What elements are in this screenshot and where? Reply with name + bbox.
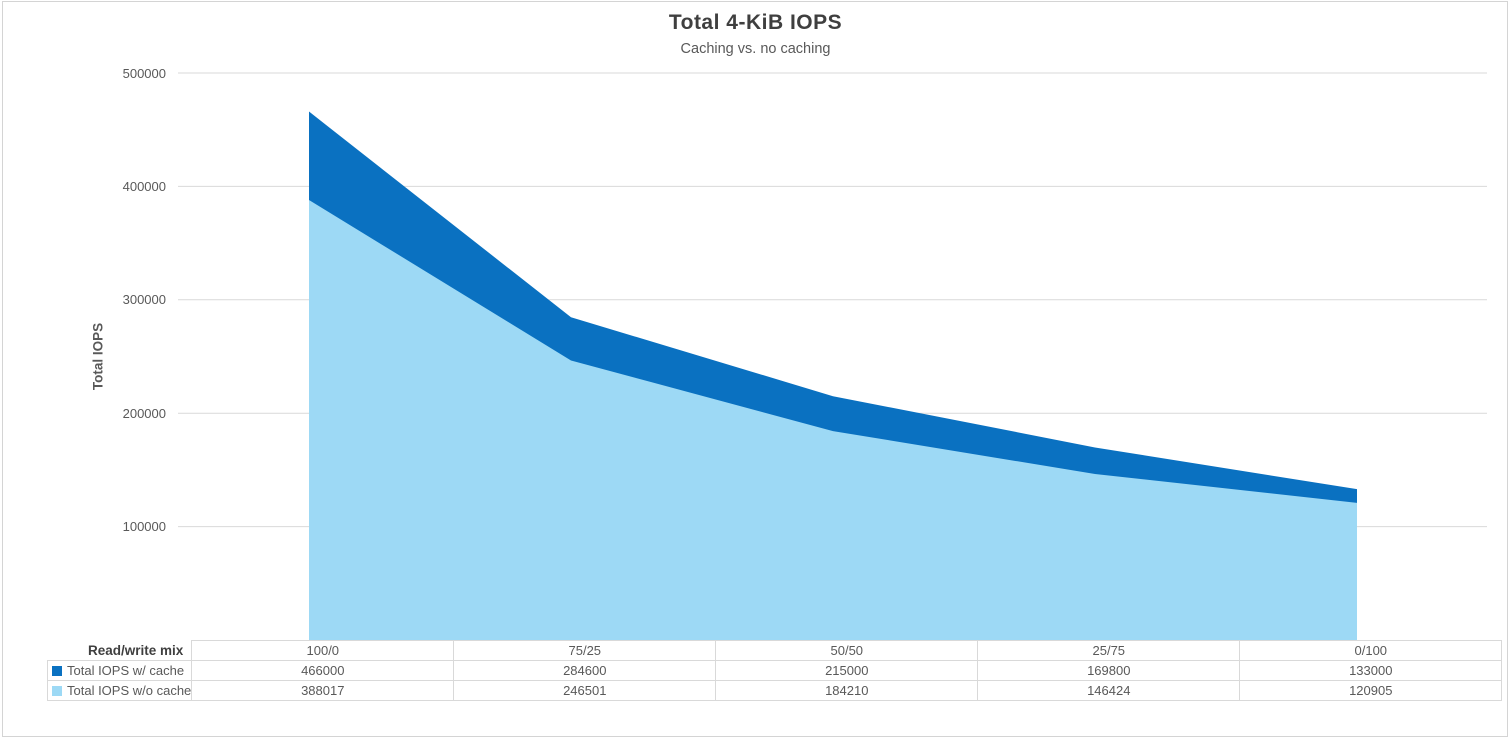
value-cell: 466000: [191, 660, 455, 681]
area-series-without-cache: [309, 199, 1357, 641]
table-series-row: Total IOPS w/ cache 466000 284600 215000 169…: [46, 660, 1503, 681]
value-cell: 133000: [1239, 660, 1503, 681]
value-cell: 169800: [977, 660, 1241, 681]
value-cell: 120905: [1239, 680, 1503, 701]
category-cell: 75/25: [453, 640, 717, 661]
y-tick-label: 100000: [122, 519, 166, 535]
series-name-label: Total IOPS w/o cache: [67, 683, 192, 698]
value-cell: 284600: [453, 660, 717, 681]
y-tick-label: 200000: [122, 405, 166, 421]
category-cell: 25/75: [977, 640, 1241, 661]
data-table: Read/write mix 100/0 75/25 50/50 25/75 0/100 T…: [46, 640, 1503, 701]
chart-subtitle: Caching vs. no caching: [680, 41, 831, 57]
chart-title: Total 4-KiB IOPS: [668, 11, 843, 34]
row-header-cell: Read/write mix: [47, 640, 192, 661]
value-cell: 215000: [715, 660, 979, 681]
series-name-cell: Total IOPS w/ cache: [46, 660, 193, 681]
series-name-cell: Total IOPS w/o cache: [46, 680, 193, 701]
category-cell: 100/0: [191, 640, 455, 661]
value-cell: 388017: [191, 680, 455, 701]
legend-color-swatch: [52, 686, 62, 696]
table-header-row: Read/write mix 100/0 75/25 50/50 25/75 0/100: [47, 640, 1503, 661]
y-tick-label: 300000: [122, 292, 166, 308]
category-cell: 50/50: [715, 640, 979, 661]
y-tick-label: 500000: [122, 65, 166, 81]
value-cell: 146424: [977, 680, 1241, 701]
category-cell: 0/100: [1239, 640, 1503, 661]
series-name-label: Total IOPS w/ cache: [67, 663, 185, 678]
table-series-row: Total IOPS w/o cache 388017 246501 184210 14…: [46, 680, 1503, 701]
value-cell: 184210: [715, 680, 979, 701]
y-tick-label: 400000: [122, 178, 166, 194]
legend-color-swatch: [52, 666, 62, 676]
value-cell: 246501: [453, 680, 717, 701]
